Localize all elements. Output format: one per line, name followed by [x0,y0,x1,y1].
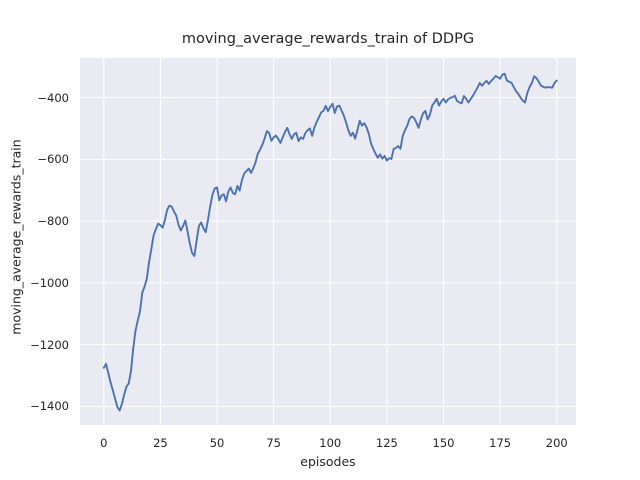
x-tick-label: 125 [375,436,398,450]
chart-title: moving_average_rewards_train of DDPG [181,31,475,47]
x-tick-label: 25 [153,436,168,450]
reward-line [102,72,558,412]
x-tick-label: 75 [266,436,281,450]
x-tick-label: 150 [432,436,455,450]
x-tick-label: 0 [100,436,108,450]
x-tick-label: 200 [545,436,568,450]
y-tick-label: −1200 [30,337,69,352]
x-axis-label: episodes [300,454,356,469]
gridlines [80,58,576,425]
x-tick-label: 50 [209,436,225,450]
y-tick-label: −600 [37,152,69,167]
x-tick-label: 175 [489,436,512,450]
line-plot [80,58,576,425]
y-tick-label: −1000 [30,275,69,290]
y-axis-label: moving_average_rewards_train [8,139,24,335]
y-tick-label: −400 [37,90,69,105]
plot-area [80,58,576,425]
y-tick-label: −800 [37,214,69,229]
x-tick-label: 100 [319,436,342,450]
y-tick-label: −1400 [30,399,69,414]
